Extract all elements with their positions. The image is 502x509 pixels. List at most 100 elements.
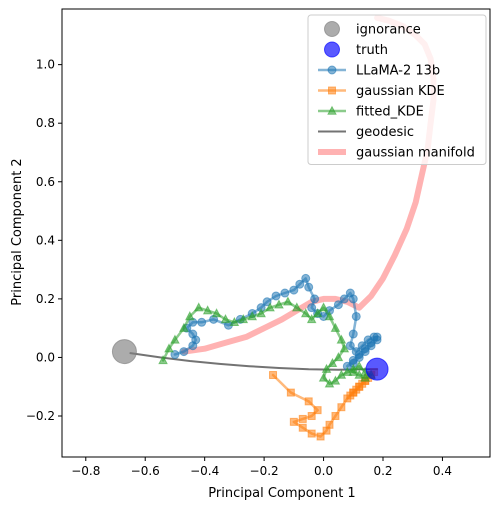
series-llama-2-13b-marker xyxy=(310,294,320,304)
series-fitted-kde-marker xyxy=(321,363,332,373)
series-llama-2-13b-marker xyxy=(289,285,299,295)
series-llama-2-13b-marker xyxy=(345,341,355,351)
legend-llama-2-13b-label: LLaMA-2 13b xyxy=(356,64,440,79)
series-llama-2-13b-marker xyxy=(354,350,364,360)
series-llama-2-13b-marker xyxy=(301,273,311,283)
series-gaussian-kde-marker xyxy=(286,388,295,397)
x-tick-label: −0.6 xyxy=(131,464,160,478)
series-fitted-kde-marker xyxy=(220,313,231,324)
series-fitted-kde-marker xyxy=(336,334,347,344)
series-llama-2-13b-marker xyxy=(170,350,180,360)
series-fitted-kde-marker xyxy=(158,354,168,365)
x-axis-label: Principal Component 1 xyxy=(208,486,355,501)
series-llama-2-13b-marker xyxy=(188,329,198,339)
series-fitted-kde-marker xyxy=(348,366,359,376)
series-gaussian-kde-marker xyxy=(313,406,322,415)
series-gaussian-kde-marker xyxy=(307,429,316,438)
y-tick-label: −0.2 xyxy=(26,409,55,423)
y-tick-label: 0.8 xyxy=(36,116,55,130)
series-fitted-kde-marker xyxy=(318,372,329,382)
series-llama-2-13b-marker xyxy=(366,338,376,348)
legend-gaussian-kde-label: gaussian KDE xyxy=(356,84,445,99)
legend-fitted-kde-label: fitted_KDE xyxy=(356,105,424,120)
legend-gaussian-manifold-label: gaussian manifold xyxy=(356,146,475,161)
series-llama-2-13b-marker xyxy=(360,344,370,354)
series-gaussian-kde-marker xyxy=(316,432,325,441)
y-tick-label: 0.2 xyxy=(36,292,55,306)
series-truth-point xyxy=(365,357,389,381)
axes-frame xyxy=(61,8,491,458)
series-gaussian-kde-marker xyxy=(298,414,307,423)
series-llama-2-13b-marker xyxy=(351,311,361,321)
series-fitted-kde-marker xyxy=(211,308,222,318)
series-fitted-kde-marker xyxy=(238,313,249,324)
series-llama-2-13b-marker xyxy=(307,303,317,313)
axes: −0.8 −0.6 −0.4 −0.2 0.0 0.2 0.4 −0.2 0.0 0.2 0.4 0.… xyxy=(26,8,491,478)
series-fitted-kde-marker xyxy=(256,308,266,318)
legend-ignorance-marker xyxy=(324,21,340,37)
x-tick-label: 0.4 xyxy=(433,464,452,478)
series-gaussian-kde-marker xyxy=(307,412,316,421)
series-fitted-kde-marker xyxy=(330,322,341,332)
y-tick-label: 0.0 xyxy=(36,350,55,364)
series-fitted-kde-marker xyxy=(202,305,213,315)
series-gaussian-kde-marker xyxy=(298,423,307,432)
series-gaussian-kde-marker xyxy=(304,397,313,406)
y-axis-label: Principal Component 2 xyxy=(10,158,25,305)
series-llama-2-13b-marker xyxy=(348,329,358,339)
series-gaussian-kde-marker xyxy=(269,371,278,380)
y-tick-label: 0.4 xyxy=(36,233,55,247)
series-fitted-kde-marker xyxy=(283,296,293,306)
series-llama-2-13b-marker xyxy=(304,282,314,292)
series-fitted-kde-marker xyxy=(164,343,174,353)
series-fitted-kde-marker xyxy=(339,343,350,353)
series-fitted-kde-marker xyxy=(265,302,275,312)
series-llama-2-13b-marker xyxy=(262,297,272,307)
legend-llama-2-13b-marker xyxy=(327,65,337,75)
plot-inner xyxy=(111,14,437,441)
series-llama-2-13b-marker xyxy=(179,347,189,357)
series-llama-2-13b-marker xyxy=(348,294,358,304)
series-fitted-kde-marker xyxy=(274,299,284,309)
legend-ignorance-label: ignorance xyxy=(356,23,421,38)
series-fitted-kde-marker xyxy=(318,302,329,312)
series-fitted-kde-marker xyxy=(354,360,365,370)
series-gaussian-kde-marker xyxy=(331,412,340,421)
series-llama-2-13b-marker xyxy=(339,294,349,304)
series-fitted-kde-marker xyxy=(312,308,323,318)
series-fitted-kde-marker xyxy=(247,311,258,321)
series-gaussian-kde-marker xyxy=(325,420,334,429)
series-ignorance-point xyxy=(111,339,137,365)
series-gaussian-kde-marker xyxy=(289,417,298,426)
series-llama-2-13b-marker xyxy=(372,332,382,342)
legend-truth-label: truth xyxy=(356,43,388,58)
series-fitted-kde-marker xyxy=(193,302,204,312)
series-fitted-kde-marker xyxy=(324,311,335,321)
y-tick-label: 0.6 xyxy=(36,175,55,189)
plot-area xyxy=(111,14,437,441)
legend: ignorance truth LLaMA-2 13b gaussian KDE fit… xyxy=(307,14,487,165)
legend-fitted-kde-marker xyxy=(327,105,337,115)
y-tick-label: 1.0 xyxy=(36,58,55,72)
series-fitted-kde-marker xyxy=(229,316,240,327)
legend-geodesic-label: geodesic xyxy=(356,125,414,140)
legend-gaussian-kde-marker xyxy=(328,86,336,95)
series-fitted-kde-marker xyxy=(184,311,195,321)
series-fitted-kde-marker xyxy=(291,302,302,312)
x-tick-label: −0.4 xyxy=(190,464,219,478)
series-llama-2-13b-marker xyxy=(333,300,343,310)
series-gaussian-kde-marker xyxy=(349,388,358,397)
legend-truth-marker xyxy=(324,41,340,58)
legend-box xyxy=(307,14,487,165)
x-tick-label: −0.2 xyxy=(250,464,279,478)
series-gaussian-kde-marker xyxy=(355,382,364,391)
series-llama-2-13b-marker xyxy=(280,288,290,298)
series-fitted-kde-marker xyxy=(306,313,317,324)
series-llama-2-13b-marker xyxy=(197,317,207,327)
x-tick-label: −0.8 xyxy=(71,464,100,478)
series-fitted-kde-marker xyxy=(330,375,341,385)
series-llama-2-13b-marker xyxy=(271,291,281,301)
series-fitted-kde-marker xyxy=(300,308,311,318)
x-tick-label: 0.0 xyxy=(314,464,333,478)
